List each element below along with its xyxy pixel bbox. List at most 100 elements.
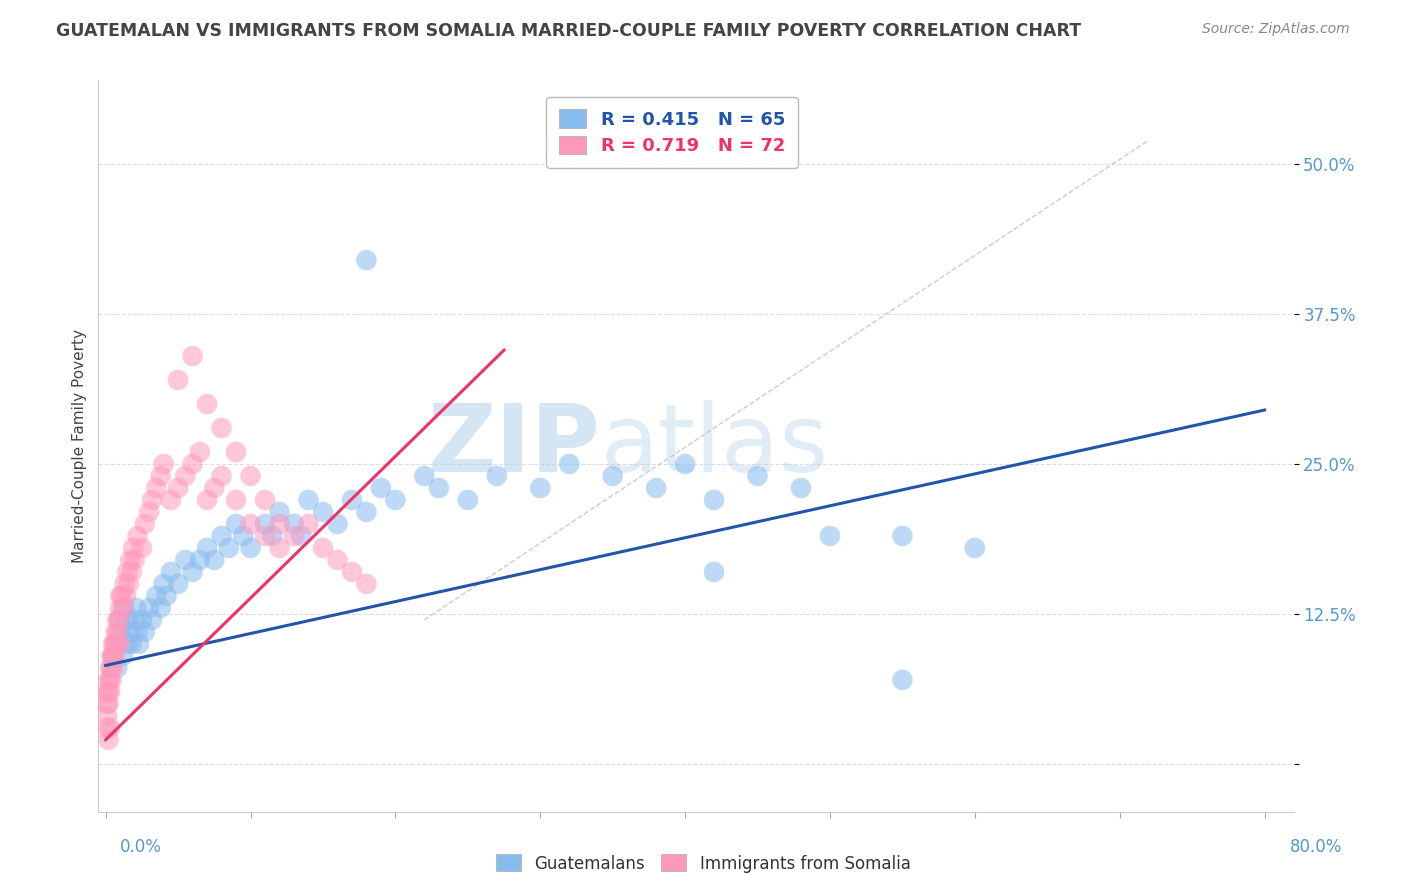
Point xyxy=(117,613,139,627)
Point xyxy=(485,469,508,483)
Point xyxy=(891,673,914,687)
Point xyxy=(370,481,392,495)
Point xyxy=(211,529,233,543)
Point xyxy=(125,600,148,615)
Point xyxy=(457,492,479,507)
Point xyxy=(138,600,160,615)
Point xyxy=(290,529,312,543)
Point xyxy=(269,516,291,531)
Point xyxy=(195,541,218,555)
Point xyxy=(120,553,142,567)
Point xyxy=(141,613,163,627)
Point xyxy=(108,589,131,603)
Point xyxy=(96,685,118,699)
Point xyxy=(818,529,841,543)
Point xyxy=(120,624,142,639)
Point xyxy=(602,469,624,483)
Point xyxy=(356,577,378,591)
Point xyxy=(253,516,276,531)
Point xyxy=(356,505,378,519)
Point xyxy=(253,492,276,507)
Point xyxy=(105,613,128,627)
Point xyxy=(108,624,131,639)
Point xyxy=(114,577,136,591)
Point xyxy=(127,624,149,639)
Point xyxy=(262,529,284,543)
Point xyxy=(181,457,204,471)
Point xyxy=(297,492,319,507)
Point xyxy=(152,577,174,591)
Point xyxy=(181,349,204,363)
Point xyxy=(167,481,190,495)
Text: 0.0%: 0.0% xyxy=(120,838,162,855)
Point xyxy=(218,541,240,555)
Point xyxy=(114,600,136,615)
Point xyxy=(195,397,218,411)
Point xyxy=(117,637,139,651)
Point xyxy=(427,481,450,495)
Point xyxy=(326,516,349,531)
Point xyxy=(188,445,211,459)
Point xyxy=(96,697,118,711)
Point xyxy=(98,721,121,735)
Point xyxy=(225,492,247,507)
Point xyxy=(225,445,247,459)
Point xyxy=(188,553,211,567)
Point xyxy=(174,553,197,567)
Point xyxy=(202,481,225,495)
Point xyxy=(107,613,129,627)
Text: Source: ZipAtlas.com: Source: ZipAtlas.com xyxy=(1202,22,1350,37)
Point xyxy=(105,661,128,675)
Point xyxy=(134,624,156,639)
Y-axis label: Married-Couple Family Poverty: Married-Couple Family Poverty xyxy=(72,329,87,563)
Point xyxy=(747,469,769,483)
Point xyxy=(326,553,349,567)
Point xyxy=(211,421,233,435)
Point xyxy=(138,505,160,519)
Point xyxy=(239,516,262,531)
Point xyxy=(108,613,131,627)
Text: GUATEMALAN VS IMMIGRANTS FROM SOMALIA MARRIED-COUPLE FAMILY POVERTY CORRELATION : GUATEMALAN VS IMMIGRANTS FROM SOMALIA MA… xyxy=(56,22,1081,40)
Point xyxy=(673,457,696,471)
Point xyxy=(645,481,668,495)
Point xyxy=(110,589,132,603)
Point xyxy=(269,541,291,555)
Point xyxy=(131,613,153,627)
Point xyxy=(297,516,319,531)
Point xyxy=(124,553,146,567)
Point xyxy=(283,529,305,543)
Point xyxy=(145,589,167,603)
Point xyxy=(128,637,150,651)
Point xyxy=(891,529,914,543)
Point xyxy=(97,732,120,747)
Point xyxy=(225,516,247,531)
Point xyxy=(112,600,135,615)
Point xyxy=(356,253,378,268)
Point xyxy=(202,553,225,567)
Point xyxy=(195,492,218,507)
Point xyxy=(340,565,363,579)
Point xyxy=(181,565,204,579)
Point xyxy=(963,541,986,555)
Point xyxy=(104,637,127,651)
Point xyxy=(101,661,124,675)
Point xyxy=(253,529,276,543)
Point xyxy=(101,648,124,663)
Point xyxy=(283,516,305,531)
Point xyxy=(105,624,128,639)
Point xyxy=(160,492,183,507)
Point xyxy=(312,505,335,519)
Point xyxy=(103,648,125,663)
Point xyxy=(211,469,233,483)
Point xyxy=(127,529,149,543)
Point xyxy=(269,505,291,519)
Legend: R = 0.415   N = 65, R = 0.719   N = 72: R = 0.415 N = 65, R = 0.719 N = 72 xyxy=(547,96,797,168)
Point xyxy=(149,600,172,615)
Point xyxy=(96,721,118,735)
Point xyxy=(312,541,335,555)
Point xyxy=(413,469,436,483)
Text: atlas: atlas xyxy=(600,400,828,492)
Point xyxy=(703,492,725,507)
Point xyxy=(96,708,118,723)
Point xyxy=(384,492,406,507)
